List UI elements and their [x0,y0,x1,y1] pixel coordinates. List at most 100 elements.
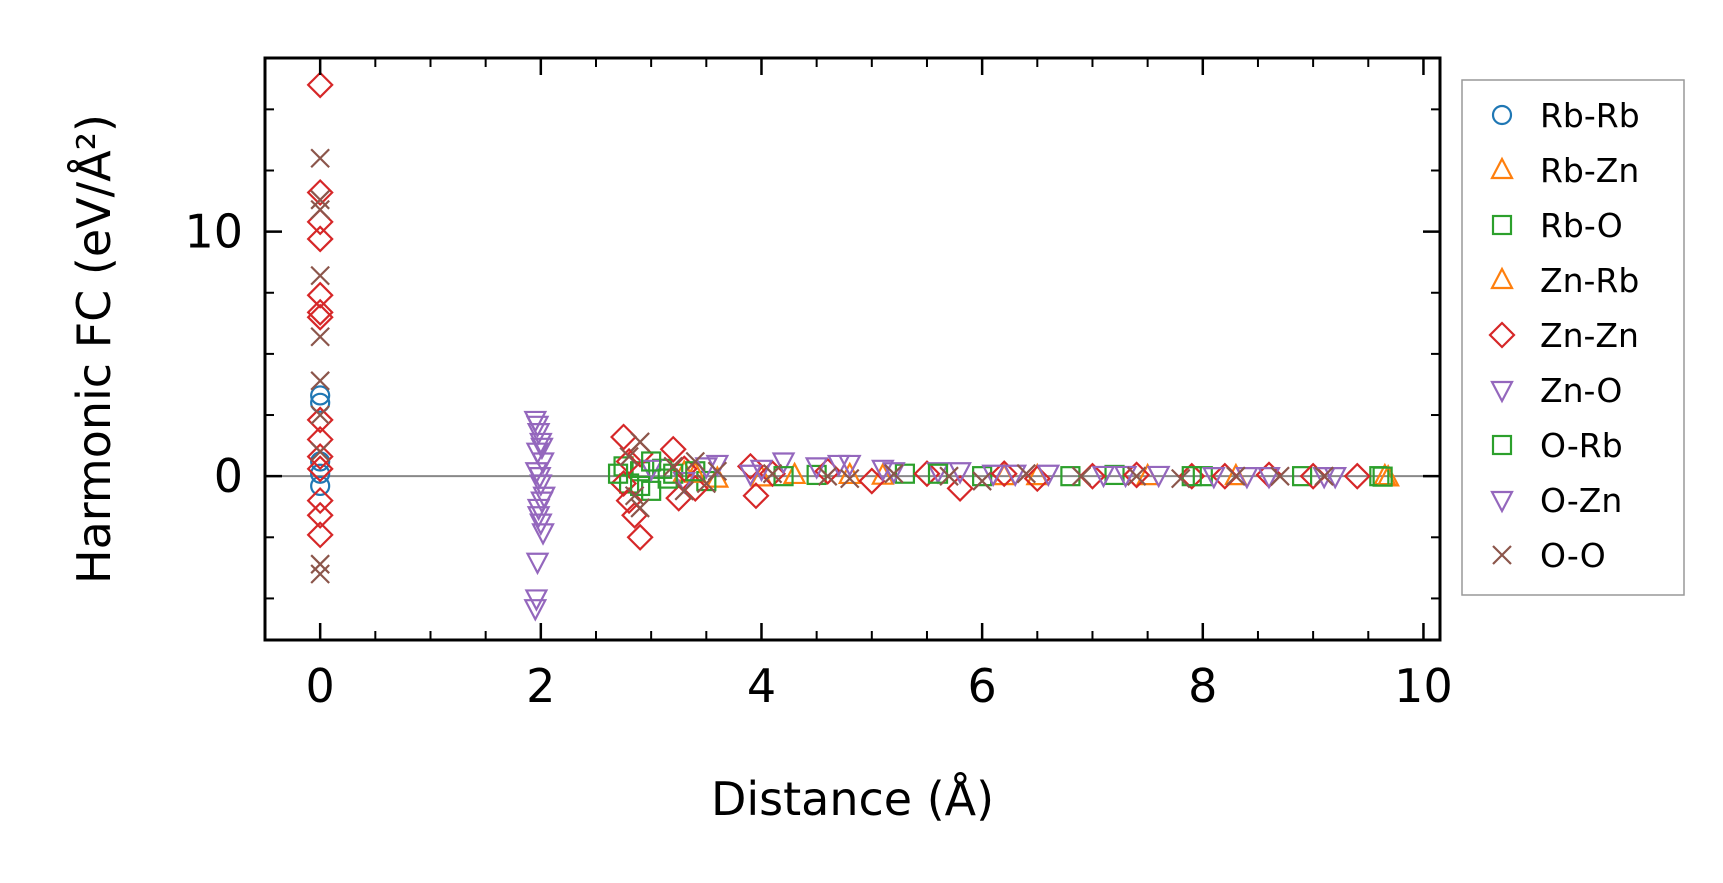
data-point [310,199,330,220]
data-point [926,462,950,485]
data-point [1257,467,1281,490]
data-point [528,474,553,497]
data-point [310,148,330,169]
data-point [530,491,554,514]
data-point [310,441,330,462]
data-point [306,281,334,309]
x-tick-label: 8 [1188,659,1217,713]
x-tick-label: 0 [306,659,335,713]
legend-item-zn-zn: Zn-Zn [1488,316,1639,355]
data-point [972,466,993,487]
data-point [531,523,555,546]
legend-marker [1492,545,1512,565]
data-point [972,471,992,491]
data-point [672,471,697,495]
data-point [1343,462,1371,490]
data-point [310,392,331,413]
data-point [306,303,334,331]
legend-marker [1490,490,1514,514]
data-point [1060,466,1081,487]
data-point [804,457,829,480]
legend-marker [1490,380,1514,404]
legend-item-zn-o: Zn-O [1490,371,1622,410]
data-point [310,265,330,286]
data-point [310,326,330,347]
data-point [1323,467,1348,490]
legend-item-rb-zn: Rb-Zn [1490,151,1639,190]
data-point [882,462,906,485]
legend-item-rb-rb: Rb-Rb [1491,96,1640,135]
data-point [685,451,706,472]
data-point [749,464,774,487]
data-point [742,482,770,510]
x-tick-label: 10 [1394,659,1453,713]
data-point [1291,466,1313,487]
data-point [615,447,643,476]
legend-marker [1491,434,1513,456]
legend-label: Rb-Rb [1540,96,1640,135]
data-point [939,466,959,486]
data-point [858,467,886,495]
data-point [306,71,334,99]
data-point [749,459,774,483]
data-point [310,463,331,484]
data-point [615,487,643,515]
data-point [310,475,331,497]
legend-item-o-rb: O-Rb [1491,426,1623,465]
data-point [630,475,651,497]
y-tick-label: 0 [214,449,243,503]
data-point [306,521,334,549]
data-point [306,406,334,434]
data-point [523,599,548,622]
legend-marker [1488,321,1516,349]
series-zn-zn [306,71,1371,551]
legend-marker [1490,156,1514,180]
data-point [738,464,763,488]
data-point [310,371,330,391]
legend-item-zn-rb: Zn-Rb [1490,261,1639,300]
legend-label: Zn-O [1540,371,1622,410]
legend-marker [1491,104,1513,126]
data-point [913,460,941,488]
data-point [525,552,550,576]
data-point [1202,467,1226,490]
data-point [826,454,851,478]
data-point [641,451,662,472]
data-point [306,455,334,483]
axes: 0 2 4 6 8 10 0 10 [184,56,1453,713]
data-point [630,498,650,518]
series-rb-rb [310,385,331,497]
data-point [306,443,334,471]
data-points [306,71,1400,622]
legend-label: Rb-O [1540,206,1623,245]
legend-label: O-Zn [1540,481,1622,520]
data-point [306,178,334,207]
data-point [306,298,334,326]
legend-marker [1490,266,1514,290]
data-point [530,437,554,461]
y-tick-label: 10 [184,205,243,259]
data-point [884,463,904,484]
data-point [306,501,334,529]
data-point [1113,465,1138,489]
data-point [624,485,645,506]
plot-frame [263,56,1442,642]
data-point [1071,466,1092,486]
data-point [1126,466,1147,486]
x-axis-label: Distance (Å) [711,772,994,826]
x-tick-label: 2 [526,659,555,713]
series-o-o [310,148,1334,584]
data-point [707,461,728,482]
x-tick-label: 6 [967,659,996,713]
data-point [526,506,551,529]
legend-label: O-O [1540,536,1606,575]
data-point [1023,465,1051,493]
data-point [1036,464,1061,488]
data-point [762,463,783,484]
legend: Rb-Rb Rb-Zn Rb-O Zn-Rb Zn-Zn Zn-O O-Rb O-Zn O-O [1461,79,1685,596]
data-point [310,190,330,210]
data-point [630,432,650,452]
data-point [619,446,639,467]
